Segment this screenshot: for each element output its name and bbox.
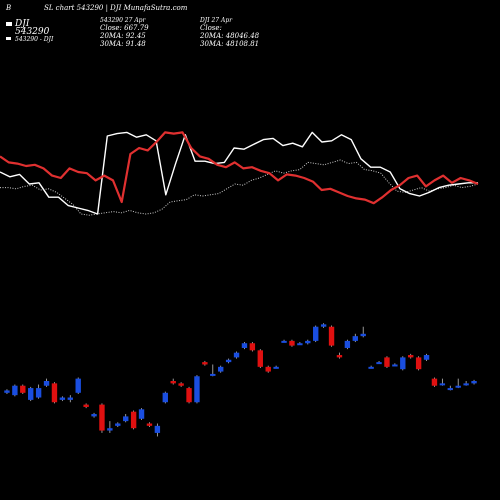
candle-up [67, 397, 73, 400]
candle-down [99, 404, 105, 431]
chart-title: SL chart 543290 | DJI MunafaSutra.com [44, 4, 188, 12]
stock-info-close: Close: 667.79 [100, 24, 149, 32]
line-panel [0, 131, 479, 216]
candle-up [447, 388, 453, 391]
candle-down [384, 357, 390, 367]
candle-up [210, 373, 216, 376]
candle-panel [4, 323, 477, 437]
legend-price-swatch [6, 22, 12, 26]
candle-down [431, 378, 438, 386]
candle-down [408, 355, 414, 358]
candle-up [313, 326, 319, 341]
candle-up [439, 383, 446, 386]
candle-down [83, 404, 89, 407]
candle-up [273, 366, 279, 369]
price-series-line [0, 131, 478, 215]
index-info-20ma: 20MA: 48046.48 [200, 32, 260, 40]
candle-down [415, 357, 422, 370]
candle-up [59, 397, 66, 400]
candle-up [218, 366, 224, 372]
index-series-line [0, 159, 479, 216]
candle-down [257, 350, 263, 367]
candle-down [328, 326, 335, 346]
candle-up [43, 381, 50, 386]
legend-ticker: DJI [15, 19, 30, 29]
candle-down [20, 385, 26, 393]
candle-up [35, 388, 42, 398]
candle-up [233, 352, 240, 358]
candle-up [241, 343, 248, 348]
corner-label: B [6, 4, 12, 12]
candle-up [392, 364, 398, 367]
candle-up [123, 416, 129, 422]
candle-up [305, 340, 311, 344]
candle-up [154, 425, 161, 433]
candle-up [162, 392, 168, 403]
candle-up [400, 357, 406, 370]
candle-down [265, 366, 271, 372]
candle-up [368, 366, 374, 369]
candle-up [91, 414, 97, 417]
candle-up [75, 378, 81, 393]
candle-up [423, 355, 430, 360]
candle-up [455, 385, 461, 388]
candle-up [4, 390, 10, 393]
candle-up [28, 388, 34, 400]
candle-down [249, 343, 256, 351]
candle-up [297, 343, 303, 346]
index-info-date: DJI 27 Apr [200, 17, 233, 24]
stock-info-30ma: 30MA: 91.48 [100, 40, 146, 48]
candle-up [138, 409, 145, 419]
stock-info-20ma: 20MA: 92.45 [100, 32, 146, 40]
candle-up [225, 359, 232, 363]
candle-up [463, 383, 469, 386]
candle-down [51, 383, 58, 403]
candle-up [352, 336, 358, 341]
candle-up [320, 324, 327, 327]
index-info-30ma: 30MA: 48108.81 [200, 40, 260, 48]
candle-up [194, 376, 200, 403]
candle-down [130, 411, 137, 429]
candle-down [146, 423, 153, 426]
candle-up [12, 385, 18, 396]
candle-up [376, 362, 382, 365]
candle-up [344, 340, 351, 348]
legend-index-swatch [6, 37, 11, 40]
candle-down [170, 381, 176, 384]
candle-down [178, 383, 184, 386]
candle-up [281, 340, 287, 343]
candle-up [471, 381, 477, 384]
candle-up [360, 333, 366, 337]
ma-series-line [0, 131, 479, 205]
legend-code: 543290 [15, 27, 50, 37]
candle-up [107, 428, 113, 431]
legend-pair: 543290 - DJI [15, 36, 54, 43]
index-info-close: Close: [200, 24, 222, 32]
candle-down [186, 388, 192, 403]
candle-down [336, 355, 343, 358]
stock-info-date: 543290 27 Apr [100, 17, 146, 24]
candle-down [289, 340, 295, 346]
candle-up [115, 423, 121, 426]
candle-down [202, 362, 208, 365]
